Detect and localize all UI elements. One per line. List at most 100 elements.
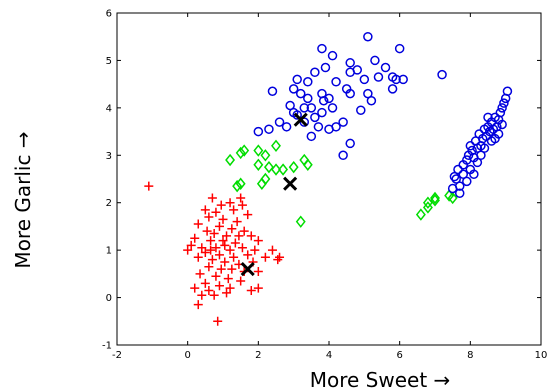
data-point-plus bbox=[204, 212, 214, 222]
data-point-plus bbox=[207, 255, 217, 265]
data-point-diamond bbox=[271, 163, 281, 176]
data-point-plus bbox=[206, 236, 216, 246]
data-point-plus bbox=[207, 193, 217, 203]
data-point-diamond bbox=[225, 153, 236, 167]
data-point-plus bbox=[229, 252, 239, 262]
data-point-plus bbox=[197, 243, 207, 253]
data-point-plus bbox=[216, 200, 226, 210]
data-point-plus bbox=[190, 283, 200, 293]
x-tick-label: 0 bbox=[184, 350, 190, 361]
data-point-circle bbox=[352, 65, 363, 75]
data-point-circle bbox=[318, 95, 329, 106]
data-point-diamond bbox=[256, 177, 267, 190]
data-point-diamond bbox=[253, 158, 264, 171]
data-point-circle bbox=[306, 103, 317, 113]
data-point-circle bbox=[324, 93, 334, 104]
data-point-diamond bbox=[260, 149, 271, 162]
x-axis-title: More Sweet → bbox=[310, 368, 451, 392]
data-point-plus bbox=[225, 198, 235, 208]
data-point-circle bbox=[387, 84, 398, 94]
data-point-diamond bbox=[295, 215, 306, 228]
data-point-plus bbox=[239, 226, 249, 236]
data-point-plus bbox=[211, 271, 221, 281]
data-point-circle bbox=[345, 58, 355, 68]
data-point-circle bbox=[303, 77, 313, 87]
data-point-circle bbox=[317, 107, 327, 118]
data-point-plus bbox=[200, 205, 210, 215]
data-point-circle bbox=[281, 122, 292, 132]
data-point-plus bbox=[214, 221, 224, 231]
data-point-plus bbox=[218, 214, 228, 224]
x-tick-label: 6 bbox=[396, 350, 402, 361]
data-point-plus bbox=[230, 238, 240, 248]
y-tick-label: 5 bbox=[106, 56, 112, 67]
data-point-diamond bbox=[239, 144, 250, 157]
data-point-circle bbox=[299, 103, 310, 113]
y-axis-title: More Garlic → bbox=[11, 131, 35, 268]
data-point-plus bbox=[195, 269, 205, 279]
data-point-circle bbox=[359, 74, 370, 85]
data-point-plus bbox=[214, 281, 224, 291]
data-point-circle bbox=[310, 67, 320, 78]
data-point-plus bbox=[229, 205, 239, 215]
data-point-plus bbox=[236, 276, 246, 286]
y-tick-label: 4 bbox=[106, 103, 112, 114]
data-point-circle bbox=[338, 117, 348, 127]
data-point-diamond bbox=[263, 160, 274, 174]
data-point-circle bbox=[327, 103, 338, 113]
data-point-circle bbox=[469, 169, 479, 180]
plot-area bbox=[117, 13, 541, 345]
x-tick-label: 2 bbox=[255, 350, 261, 361]
data-point-circle bbox=[292, 74, 302, 85]
data-point-plus bbox=[186, 240, 196, 250]
data-point-plus bbox=[193, 219, 203, 229]
data-point-circle bbox=[380, 62, 391, 73]
x-tick-label: 10 bbox=[535, 350, 548, 361]
data-point-plus bbox=[236, 193, 246, 203]
data-point-plus bbox=[225, 283, 235, 293]
data-point-plus bbox=[197, 290, 207, 300]
data-point-plus bbox=[220, 240, 230, 250]
data-point-diamond bbox=[271, 139, 281, 153]
data-point-circle bbox=[394, 43, 405, 54]
data-point-plus bbox=[193, 252, 203, 262]
data-point-circle bbox=[454, 188, 465, 198]
data-point-circle bbox=[370, 55, 380, 66]
data-point-circle bbox=[317, 43, 327, 54]
data-point-diamond bbox=[253, 144, 264, 157]
data-point-plus bbox=[260, 252, 270, 262]
data-point-plus bbox=[237, 200, 247, 210]
data-point-circle bbox=[345, 88, 355, 99]
data-point-diamond bbox=[430, 191, 440, 205]
data-point-diamond bbox=[232, 179, 243, 193]
data-point-circle bbox=[313, 122, 324, 132]
data-point-diamond bbox=[422, 201, 433, 214]
data-point-circle bbox=[366, 95, 377, 106]
data-point-plus bbox=[227, 224, 237, 234]
data-point-circle bbox=[320, 62, 331, 73]
data-point-circle bbox=[310, 112, 320, 123]
data-point-plus bbox=[200, 278, 210, 288]
data-point-circle bbox=[454, 181, 465, 191]
data-point-plus bbox=[220, 257, 230, 267]
y-tick-label: -1 bbox=[102, 341, 112, 352]
data-point-plus bbox=[246, 285, 256, 295]
data-point-circle bbox=[437, 69, 447, 80]
data-point-plus bbox=[222, 288, 232, 298]
data-point-plus bbox=[222, 231, 232, 241]
data-point-plus bbox=[273, 255, 283, 265]
data-point-circle bbox=[306, 131, 317, 142]
data-point-plus bbox=[183, 245, 193, 255]
series-circle bbox=[253, 31, 513, 198]
data-points bbox=[144, 31, 513, 326]
data-point-plus bbox=[267, 245, 277, 255]
data-point-circle bbox=[497, 119, 507, 130]
x-tick-label: 4 bbox=[326, 350, 332, 361]
data-point-circle bbox=[391, 74, 401, 85]
data-point-plus bbox=[204, 262, 214, 272]
y-tick-label: 1 bbox=[106, 246, 112, 257]
data-point-circle bbox=[338, 150, 348, 161]
data-point-diamond bbox=[278, 163, 289, 176]
data-point-plus bbox=[227, 264, 237, 274]
